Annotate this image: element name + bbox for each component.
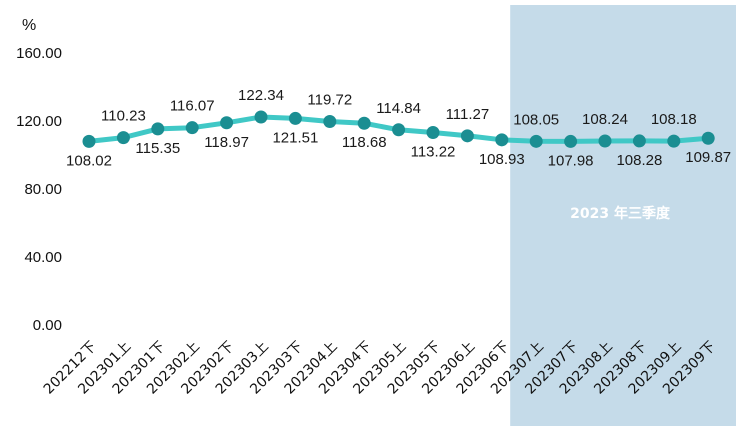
data-label: 111.27 [446,106,490,123]
data-label: 108.02 [66,152,112,169]
y-tick-label: 160.00 [16,45,62,62]
data-point [116,131,130,145]
y-tick-label: 120.00 [16,113,62,130]
data-point [392,123,406,137]
y-tick-label: 80.00 [24,181,62,198]
data-labels: 108.02 110.23 115.35 116.07 118.97 122.34 121.… [66,87,731,169]
data-point [667,134,681,148]
data-label: 122.34 [238,87,284,104]
data-point [254,110,268,124]
data-points [82,110,715,148]
data-point [185,121,199,135]
data-label: 108.24 [582,111,628,128]
data-point [288,111,302,125]
data-point [323,114,337,128]
data-label: 121.51 [272,129,318,146]
data-label: 118.68 [342,134,387,151]
y-axis-ticks: 0.00 40.00 80.00 120.00 160.00 [16,45,62,334]
data-label: 119.72 [307,91,352,108]
data-point [357,116,371,130]
data-label: 118.97 [204,134,249,151]
data-label: 108.18 [651,111,697,128]
data-label: 110.23 [101,108,146,125]
data-label: 115.35 [135,140,180,157]
data-point [82,134,96,148]
data-label: 113.22 [411,144,456,161]
data-point [220,116,234,130]
data-point [460,129,474,143]
data-point [598,134,612,148]
data-label: 114.84 [376,100,421,117]
data-point [564,134,578,148]
highlight-band [510,5,736,426]
y-axis-unit: % [22,17,36,34]
data-label: 108.28 [616,152,662,169]
data-label: 108.05 [513,111,559,128]
data-point [151,122,165,136]
data-label: 109.87 [685,149,731,166]
data-point [529,134,543,148]
highlight-label: 2023 年三季度 [570,205,671,222]
data-label: 108.93 [479,151,525,168]
data-label: 107.98 [548,152,594,169]
y-tick-label: 0.00 [33,317,62,334]
data-label: 116.07 [170,98,215,115]
y-tick-label: 40.00 [24,249,62,266]
data-point [495,133,509,147]
data-point [701,131,715,145]
data-point [426,126,440,140]
data-point [632,134,646,148]
